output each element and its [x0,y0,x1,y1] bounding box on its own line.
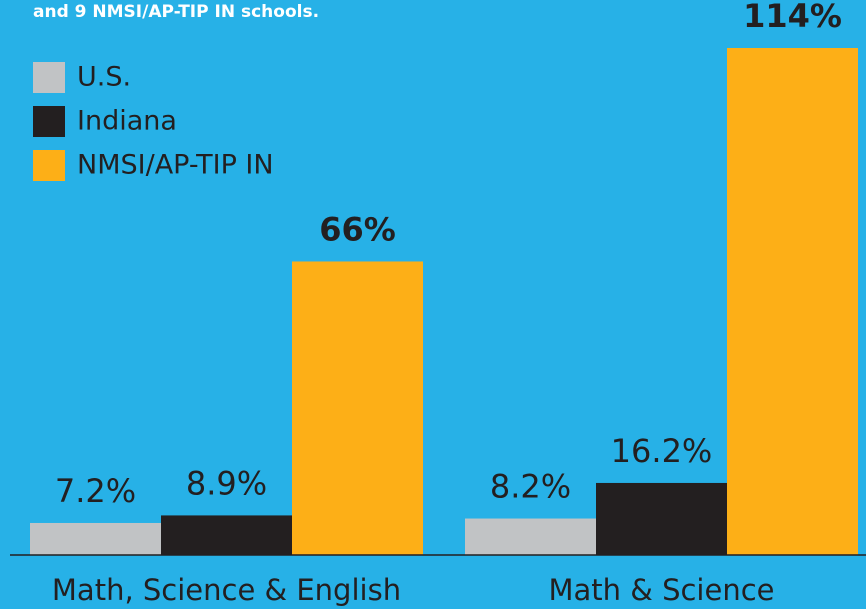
value-label: 66% [319,210,396,248]
value-label: 8.9% [186,464,267,502]
bar [465,518,596,555]
bar [30,522,161,555]
chart-subtitle: and 9 NMSI/AP-TIP IN schools. [33,2,319,22]
value-label: 7.2% [55,472,136,510]
bar [596,482,727,555]
x-tick-label: Math & Science [548,573,774,607]
value-label: 114% [743,0,842,35]
value-label: 8.2% [490,468,571,506]
legend-label: Indiana [77,106,177,137]
bar [161,515,292,555]
legend-swatch [33,62,65,93]
legend-swatch [33,150,65,181]
legend-label: NMSI/AP-TIP IN [77,150,274,181]
x-tick-label: Math, Science & English [52,573,401,607]
legend-swatch [33,106,65,137]
bar [292,261,423,555]
value-label: 16.2% [611,432,713,470]
legend-label: U.S. [77,62,131,93]
bar [727,48,858,555]
